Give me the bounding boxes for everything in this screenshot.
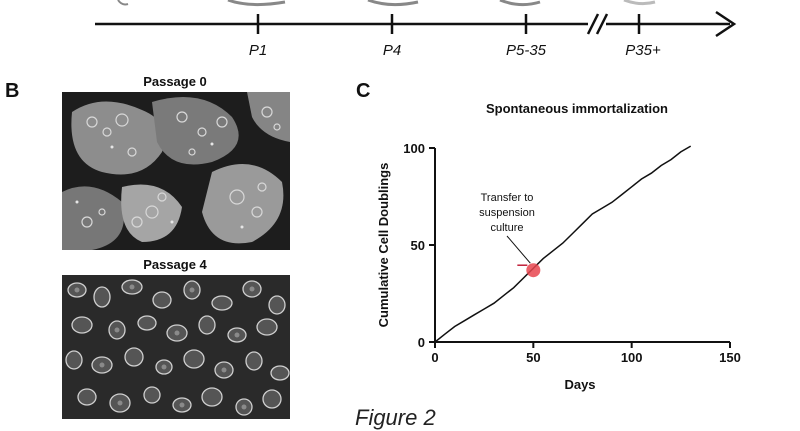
x-tick-label: 50	[526, 350, 540, 365]
timeline-label-p35plus: P35+	[625, 42, 661, 59]
timeline-label-p4: P4	[382, 42, 402, 59]
timeline-label-p1: P1	[248, 42, 268, 59]
cell-doublings-chart: Spontaneous immortalization Cumulative C…	[376, 101, 741, 392]
series-line	[434, 145, 692, 343]
annotation-leader	[506, 235, 531, 264]
cropped-image-edge	[117, 0, 129, 6]
micrograph-title-passage-4: Passage 4	[143, 257, 207, 272]
cropped-image-edge	[227, 0, 286, 7]
chart-title: Spontaneous immortalization	[486, 101, 668, 116]
cropped-image-edge	[499, 0, 541, 7]
timeline	[95, 0, 737, 38]
y-tick-label: 0	[418, 335, 425, 350]
y-tick-label: 50	[411, 238, 425, 253]
arrowhead-icon	[715, 10, 737, 38]
micrograph-title-passage-0: Passage 0	[143, 74, 207, 89]
x-tick-label: 150	[719, 350, 741, 365]
x-axis-label: Days	[564, 377, 595, 392]
annotation-line-1: Transfer to	[481, 192, 534, 204]
annotation-line-3: culture	[490, 222, 523, 234]
cropped-image-edge	[623, 0, 656, 6]
micrograph-image	[62, 275, 290, 419]
y-axis-label: Cumulative Cell Doublings	[376, 163, 391, 328]
panel-letter-c: C	[356, 80, 371, 102]
transfer-point	[526, 263, 541, 278]
timeline-label-p5-35: P5-35	[505, 42, 547, 59]
micrograph-passage-0	[62, 92, 290, 250]
axis-break	[595, 13, 609, 35]
annotation-line-2: suspension	[479, 207, 535, 219]
x-tick-label: 0	[431, 350, 438, 365]
cropped-image-edge	[367, 0, 419, 7]
axis-break	[586, 13, 600, 35]
micrograph-passage-4	[62, 275, 290, 419]
panel-letter-b: B	[5, 80, 20, 102]
caption-fragment: Figure 2	[355, 405, 436, 430]
x-tick-label: 100	[621, 350, 643, 365]
micrograph-image	[62, 92, 290, 250]
y-tick-label: 100	[403, 141, 425, 156]
